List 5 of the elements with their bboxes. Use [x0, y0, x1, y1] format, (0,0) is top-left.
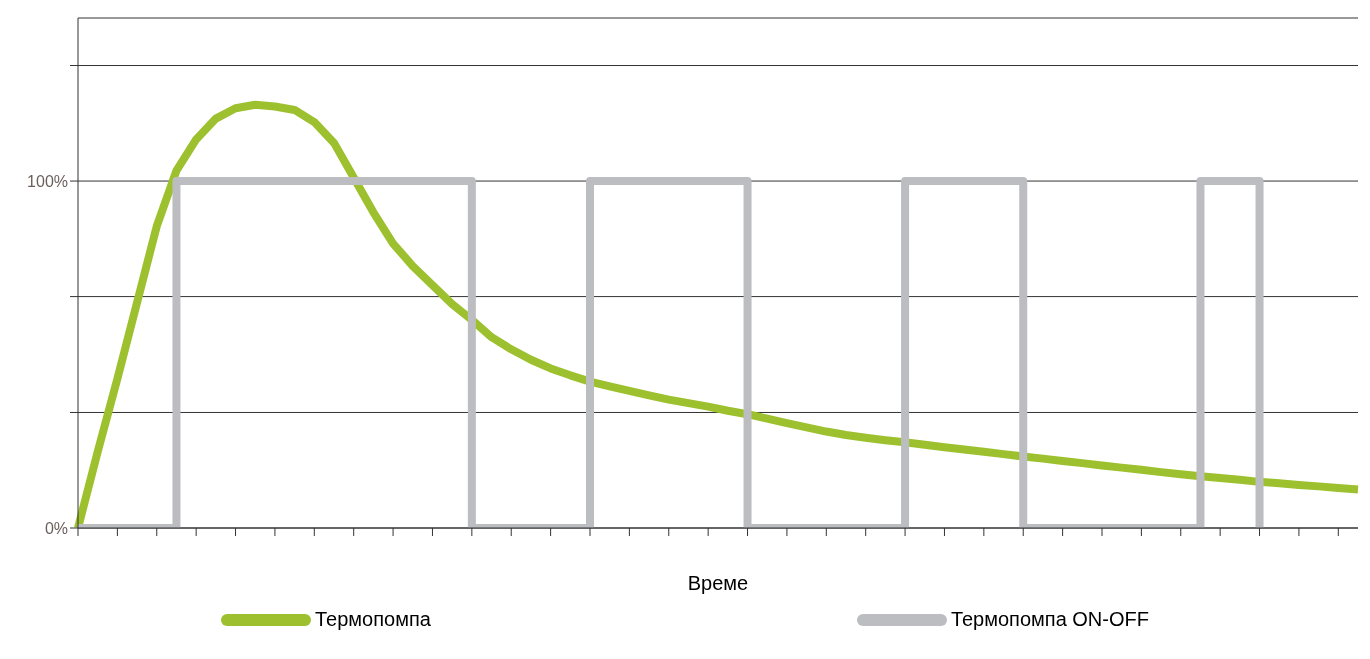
x-axis-title: Време: [687, 572, 749, 594]
y-tick-label: 0%: [44, 519, 68, 537]
legend-label: Термопомпа: [315, 608, 431, 631]
legend-label: Термопомпа ON-OFF: [950, 608, 1149, 631]
y-tick-label: 100%: [27, 172, 68, 190]
